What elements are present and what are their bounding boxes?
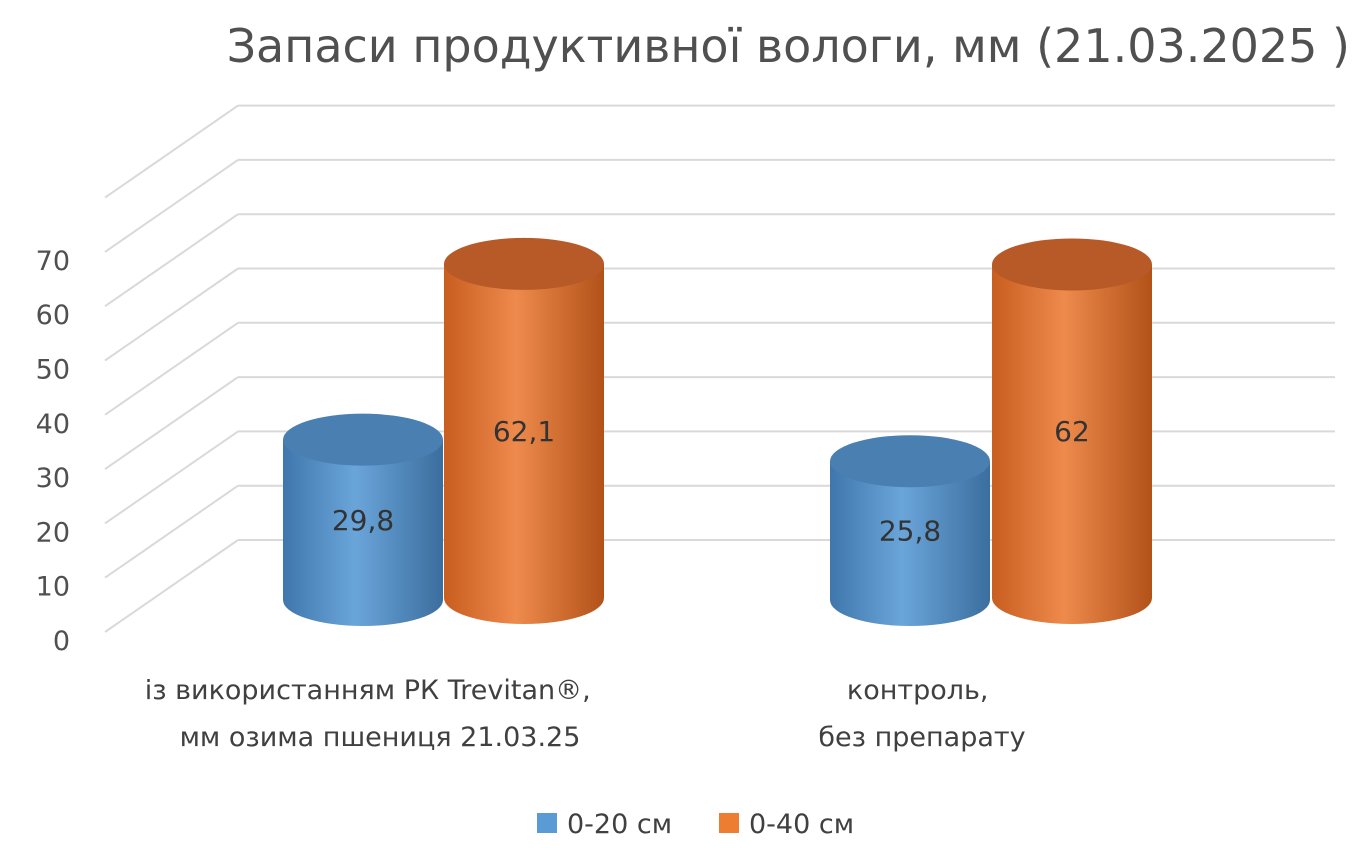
data-label: 29,8 (332, 504, 394, 537)
gridline-floor-8 (104, 104, 239, 199)
bar-body (283, 439, 443, 626)
legend-swatch-0-20 (537, 813, 557, 833)
data-label: 62 (1054, 415, 1090, 448)
legend-label-0-20: 0-20 см (567, 809, 672, 840)
bar-body (992, 264, 1152, 624)
chart-title: Запаси продуктивної вологи, мм (21.03.20… (227, 19, 1350, 73)
y-tick-20: 20 (36, 517, 70, 548)
y-tick-0: 0 (53, 626, 70, 657)
y-tick-10: 10 (36, 572, 70, 603)
gridline-floor-1 (104, 484, 239, 579)
y-axis-ticks: 0 10 20 30 40 50 60 70 (36, 246, 70, 657)
category-label-1-line-2: мм озима пшениця 21.03.25 (180, 722, 581, 753)
gridline-floor-7 (104, 159, 239, 253)
bar-0-40-cat2: 62 (992, 238, 1152, 624)
bar-0-20-cat2: 25,8 (830, 435, 990, 626)
data-label: 62,1 (493, 415, 555, 448)
bar-top (830, 435, 990, 488)
gridline-floor-5 (104, 267, 239, 362)
bar-0-20-cat1: 29,8 (283, 413, 443, 626)
legend-label-0-40: 0-40 см (749, 809, 854, 840)
y-tick-70: 70 (36, 246, 70, 277)
bar-top (992, 238, 1152, 291)
category-label-2-line-2: без препарату (818, 722, 1025, 753)
category-label-1-line-1: із використанням РК Trevitan®, (145, 675, 591, 706)
bar-top (283, 413, 443, 466)
data-label: 25,8 (879, 515, 941, 548)
y-tick-30: 30 (36, 463, 70, 494)
bar-0-40-cat1: 62,1 (444, 237, 604, 624)
category-labels: із використанням РК Trevitan®, мм озима … (145, 675, 1026, 753)
bar-body (830, 461, 990, 626)
category-label-1: із використанням РК Trevitan®, мм озима … (145, 675, 600, 753)
legend: 0-20 см 0-40 см (537, 809, 854, 840)
gridline-floor-6 (104, 213, 239, 308)
gridline-floor-4 (104, 321, 239, 416)
y-tick-50: 50 (36, 355, 70, 386)
bar-top (444, 237, 604, 290)
gridline-floor-0 (104, 539, 239, 633)
category-label-2: контроль, без препарату (818, 675, 1025, 753)
gridline-floor-3 (104, 376, 239, 470)
legend-swatch-0-40 (719, 813, 739, 833)
gridline-floor-2 (104, 430, 239, 525)
category-label-2-line-1: контроль, (847, 675, 989, 706)
y-tick-40: 40 (36, 409, 70, 440)
bars: 29,8 25,8 62,1 62 (283, 237, 1152, 626)
y-tick-60: 60 (36, 300, 70, 331)
bar-body (444, 263, 604, 624)
